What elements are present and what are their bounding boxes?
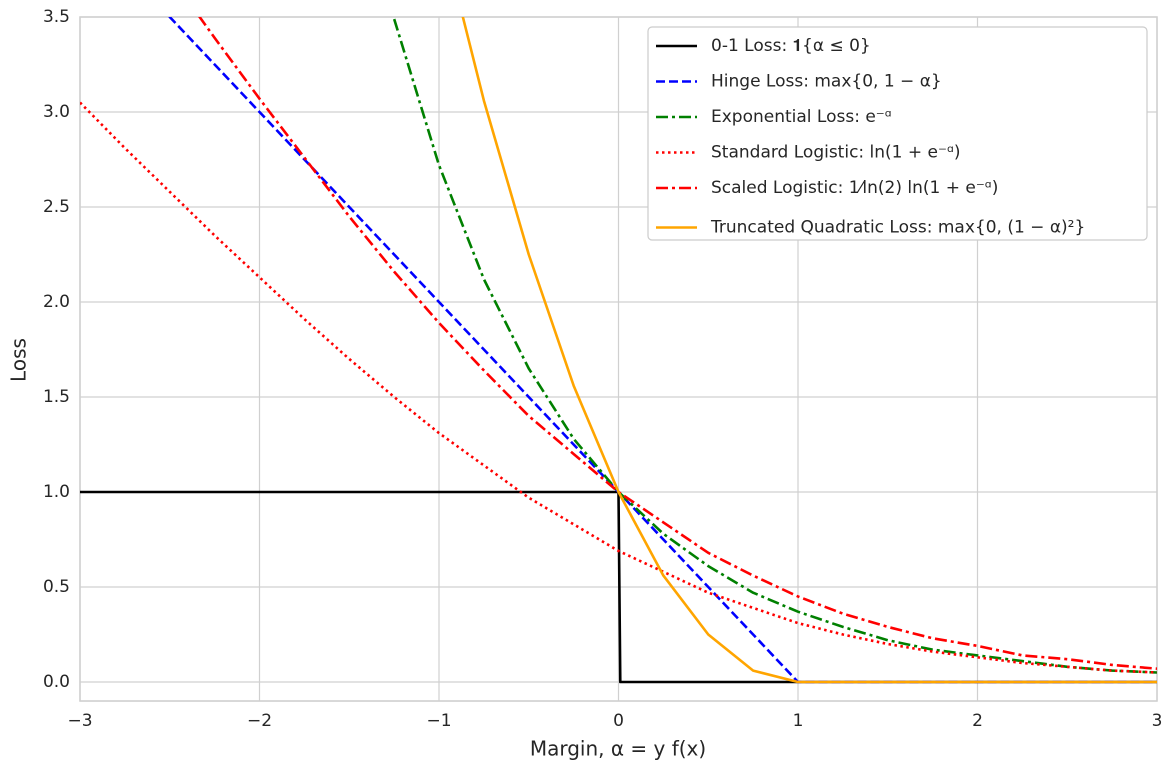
y-axis-label: Loss (7, 338, 31, 382)
y-tick-label: 0.0 (43, 672, 70, 692)
legend-label: Hinge Loss: max{0, 1 − α} (711, 72, 942, 92)
loss-line (80, 101, 1157, 674)
legend-label: Truncated Quadratic Loss: max{0, (1 − α)… (710, 218, 1085, 238)
x-tick-label: −3 (67, 711, 92, 731)
x-tick-label: 3 (1152, 711, 1163, 731)
x-tick-label: 1 (793, 711, 804, 731)
legend-label: Standard Logistic: ln(1 + e⁻ᵅ) (711, 143, 961, 163)
x-tick-label: 2 (972, 711, 983, 731)
y-tick-label: 3.0 (43, 102, 70, 122)
x-tick-label: −2 (247, 711, 272, 731)
x-axis-label: Margin, α = y f(x) (530, 737, 706, 761)
y-tick-label: 3.5 (43, 7, 70, 27)
loss-line (461, 17, 1157, 684)
y-tick-label: 1.5 (43, 387, 70, 407)
legend-label: 0-1 Loss: 𝟏{α ≤ 0} (711, 36, 871, 56)
y-tick-label: 2.0 (43, 292, 70, 312)
legend-box (647, 26, 1148, 241)
x-tick-label: −1 (426, 711, 451, 731)
x-tick-label: 0 (613, 711, 624, 731)
legend-label: Exponential Loss: e⁻ᵅ (711, 107, 892, 127)
y-tick-label: 2.5 (43, 197, 70, 217)
loss-line (392, 17, 1157, 674)
legend-label: Scaled Logistic: 1⁄ln(2) ln(1 + e⁻ᵅ) (711, 178, 998, 198)
y-tick-label: 0.5 (43, 577, 70, 597)
y-tick-label: 1.0 (43, 482, 70, 502)
